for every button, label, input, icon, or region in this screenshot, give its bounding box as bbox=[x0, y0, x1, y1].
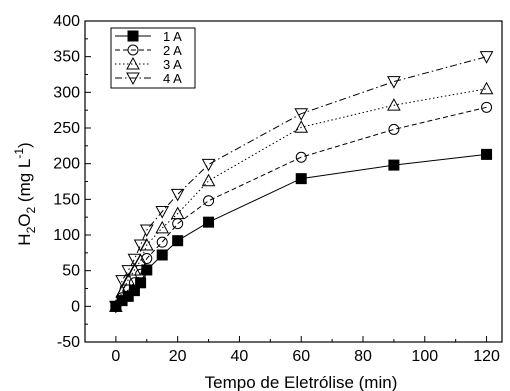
y-tick-label: 50 bbox=[62, 263, 80, 280]
data-point bbox=[388, 123, 400, 135]
y-tick-label: 150 bbox=[53, 191, 80, 208]
data-point bbox=[121, 272, 136, 286]
legend-marker bbox=[126, 56, 140, 70]
y-tick-label: 100 bbox=[53, 227, 80, 244]
data-point bbox=[295, 173, 307, 185]
legend-label: 1 A bbox=[163, 29, 182, 44]
data-point bbox=[387, 76, 401, 89]
legend-box bbox=[110, 27, 196, 89]
data-point bbox=[115, 275, 129, 288]
data-point bbox=[170, 206, 185, 220]
series-3 bbox=[109, 81, 494, 312]
y-tick-label: 200 bbox=[53, 156, 80, 173]
legend-label: 4 A bbox=[163, 71, 182, 86]
data-point bbox=[135, 277, 147, 289]
y-tick-label: 400 bbox=[53, 13, 80, 30]
data-point bbox=[155, 220, 170, 234]
series-1 bbox=[110, 148, 493, 312]
data-point bbox=[109, 300, 123, 314]
x-tick-label: 80 bbox=[354, 348, 372, 365]
series-layer bbox=[109, 51, 494, 314]
data-point bbox=[156, 249, 168, 261]
y-tick-label: 0 bbox=[71, 298, 80, 315]
y-axis-label: H2O2 (mg L-1) bbox=[12, 142, 38, 245]
legend-label: 2 A bbox=[163, 43, 182, 58]
data-point bbox=[294, 108, 309, 121]
series-line bbox=[115, 56, 487, 307]
data-point bbox=[388, 159, 400, 171]
series-line bbox=[115, 88, 487, 307]
data-point bbox=[479, 81, 494, 95]
data-point bbox=[203, 195, 215, 207]
data-point bbox=[116, 292, 128, 304]
x-tick-label: 60 bbox=[292, 348, 310, 365]
data-point bbox=[127, 253, 142, 267]
data-point bbox=[479, 51, 494, 64]
y-tick-label: -50 bbox=[57, 334, 80, 351]
data-point bbox=[127, 262, 142, 276]
legend-marker bbox=[127, 44, 139, 56]
series-2 bbox=[110, 101, 493, 312]
y-tick-label: 350 bbox=[53, 49, 80, 66]
x-tick-label: 40 bbox=[231, 348, 249, 365]
data-point bbox=[141, 253, 153, 265]
x-tick-label: 0 bbox=[111, 348, 120, 365]
data-point bbox=[155, 205, 170, 219]
x-axis-label: Tempo de Eletrólise (min) bbox=[205, 373, 398, 391]
legend-marker bbox=[126, 72, 140, 86]
series-line bbox=[115, 106, 487, 307]
data-point bbox=[172, 235, 184, 247]
data-point bbox=[481, 148, 493, 160]
x-tick-label: 100 bbox=[411, 348, 438, 365]
data-point bbox=[135, 268, 147, 280]
data-point bbox=[294, 120, 309, 133]
axes: 0 20 40 60 80 100 120 -50 0 50 100 150 200 250 300 350 4… bbox=[53, 13, 503, 365]
legend-label: 3 A bbox=[163, 57, 182, 72]
legend: 1 A2 A3 A4 A bbox=[110, 27, 196, 89]
data-point bbox=[170, 188, 185, 202]
data-point bbox=[295, 151, 307, 163]
legend-marker bbox=[127, 30, 139, 42]
data-point bbox=[128, 277, 140, 289]
y-tick-label: 250 bbox=[53, 120, 80, 137]
data-point bbox=[156, 236, 168, 248]
data-point bbox=[133, 239, 148, 253]
data-point bbox=[121, 265, 136, 278]
data-point bbox=[201, 173, 216, 187]
data-point bbox=[481, 101, 493, 113]
y-tick-label: 300 bbox=[53, 84, 80, 101]
data-point bbox=[201, 158, 216, 172]
data-point bbox=[139, 224, 154, 238]
x-tick-label: 120 bbox=[473, 348, 500, 365]
data-point bbox=[203, 216, 215, 228]
series-4 bbox=[109, 51, 494, 314]
data-point bbox=[128, 285, 140, 297]
x-tick-label: 20 bbox=[169, 348, 187, 365]
data-point bbox=[387, 98, 401, 111]
